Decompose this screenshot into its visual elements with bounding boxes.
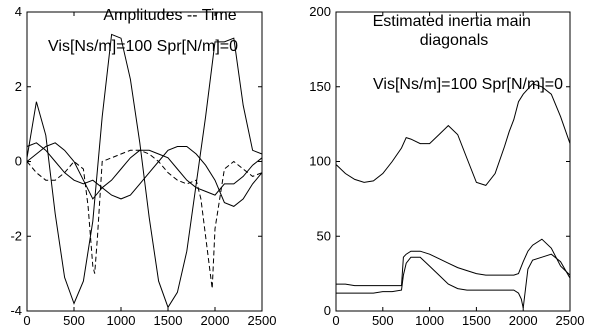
series-line-2 (26, 142, 263, 196)
x-tick-label: 500 (63, 313, 85, 328)
series-line-4 (26, 149, 263, 289)
x-tick-label: 2000 (509, 313, 538, 328)
panel-annotation: Vis[Ns/m]=100 Spr[N/m]=0 (48, 38, 238, 55)
y-tick-label: 0 (324, 303, 331, 318)
x-tick-label: 1500 (462, 313, 491, 328)
y-tick-label: 4 (15, 4, 22, 19)
estimated-inertia-panel: Estimated inertia main diagonals Vis[Ns/… (309, 4, 584, 328)
series-line-1 (26, 33, 263, 309)
x-tick-label: 500 (372, 313, 394, 328)
y-tick-label: 200 (309, 4, 331, 19)
y-tick-label: -4 (10, 303, 22, 318)
panel-title: Estimated inertia main diagonals (373, 13, 536, 49)
panel-title: Amplitudes -- Time (103, 7, 236, 24)
panel-title-line: Estimated inertia main (373, 13, 531, 30)
y-tick-label: 50 (317, 228, 331, 243)
axes-frame (335, 11, 571, 312)
x-tick-label: 0 (23, 313, 30, 328)
x-tick-label: 1000 (107, 313, 136, 328)
x-tick-label: 2500 (248, 313, 277, 328)
x-tick-label: 1500 (154, 313, 183, 328)
x-tick-label: 1000 (415, 313, 444, 328)
axes-frame (26, 11, 263, 312)
panel-title-line: diagonals (420, 32, 489, 49)
y-tick-label: 150 (309, 79, 331, 94)
x-tick-label: 2000 (201, 313, 230, 328)
series-line-3 (336, 253, 571, 309)
amplitudes-time-panel: Amplitudes -- Time Vis[Ns/m]=100 Spr[N/m… (10, 4, 276, 328)
series-line-1 (335, 83, 571, 186)
x-tick-label: 2500 (556, 313, 585, 328)
panel-annotation: Vis[Ns/m]=100 Spr[N/m]=0 (373, 76, 563, 93)
y-tick-label: 100 (309, 154, 331, 169)
series-line-3 (26, 142, 263, 207)
x-tick-label: 0 (332, 313, 339, 328)
series-line-2 (336, 238, 571, 287)
y-tick-label: -2 (10, 228, 22, 243)
y-tick-label: 2 (15, 79, 22, 94)
y-tick-label: 0 (15, 154, 22, 169)
